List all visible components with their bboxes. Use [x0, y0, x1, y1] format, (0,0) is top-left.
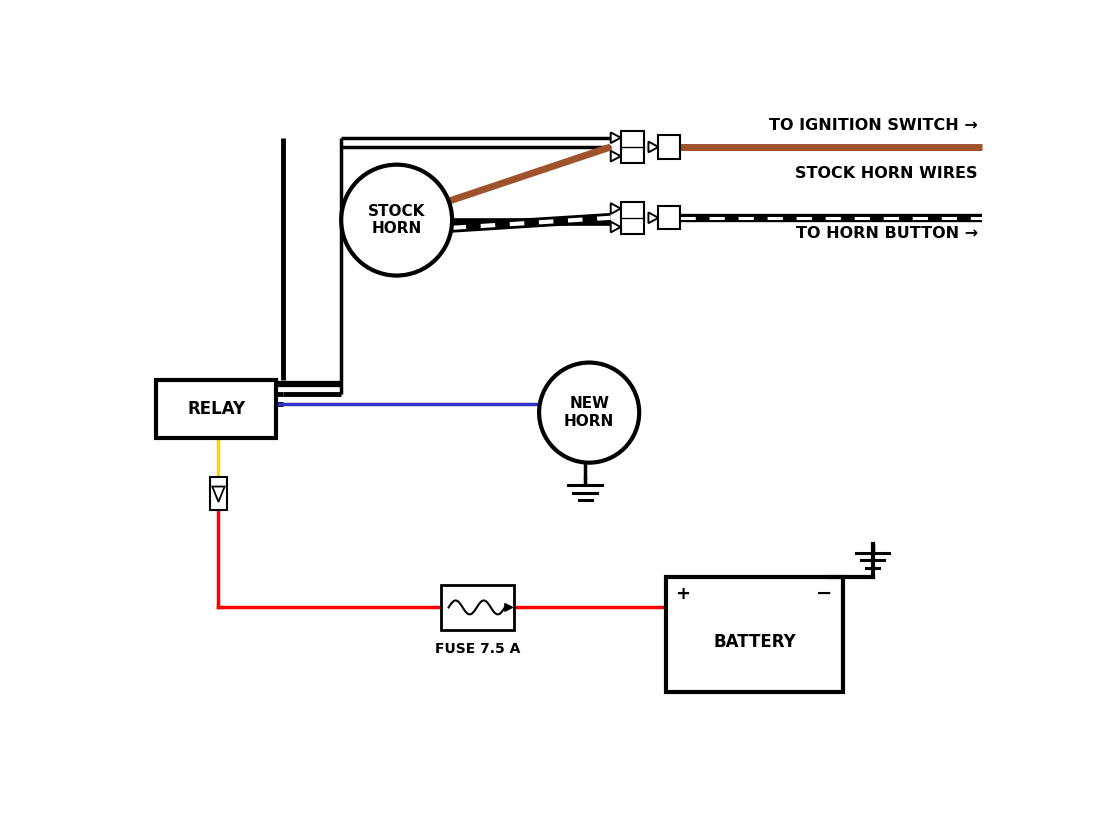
Text: FUSE 7.5 A: FUSE 7.5 A [435, 642, 520, 656]
Circle shape [539, 362, 639, 462]
Text: NEW
HORN: NEW HORN [563, 396, 614, 429]
Bar [620, 131, 644, 163]
Text: TO HORN BUTTON →: TO HORN BUTTON → [796, 225, 978, 241]
Polygon shape [610, 221, 620, 233]
Text: STOCK
HORN: STOCK HORN [368, 204, 425, 236]
Polygon shape [610, 133, 620, 143]
Text: BATTERY: BATTERY [713, 633, 796, 651]
Polygon shape [505, 603, 512, 611]
Bar [157, 380, 276, 438]
Polygon shape [610, 204, 620, 214]
Text: STOCK HORN WIRES: STOCK HORN WIRES [796, 166, 978, 182]
Bar [210, 477, 227, 510]
Circle shape [341, 164, 452, 276]
Bar [659, 135, 680, 159]
Text: RELAY: RELAY [187, 400, 245, 418]
Polygon shape [648, 212, 659, 223]
Polygon shape [648, 142, 659, 152]
Polygon shape [610, 151, 620, 162]
Bar [659, 206, 680, 230]
Text: +: + [675, 584, 691, 602]
Text: TO IGNITION SWITCH →: TO IGNITION SWITCH → [769, 118, 978, 133]
Bar [666, 576, 843, 692]
Bar [440, 585, 514, 630]
Polygon shape [212, 487, 225, 502]
Bar [620, 202, 644, 234]
Text: −: − [816, 584, 832, 603]
